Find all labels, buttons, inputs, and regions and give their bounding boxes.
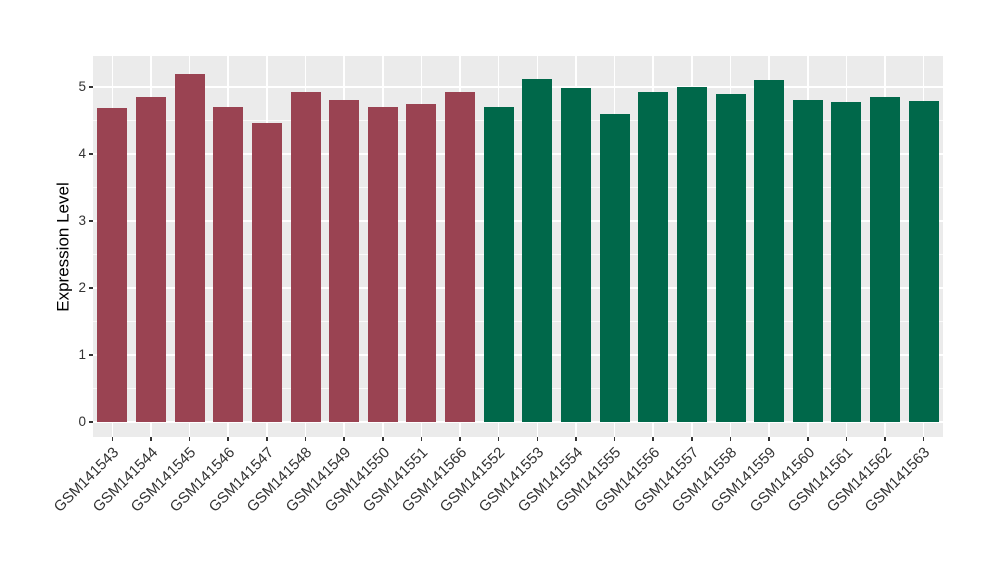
y-tick-mark — [89, 287, 93, 289]
bar-GSM141550 — [367, 107, 398, 422]
bar-GSM141559 — [754, 80, 785, 422]
bar-GSM141545 — [174, 74, 205, 422]
x-tick-mark — [884, 437, 886, 441]
x-tick-mark — [343, 437, 345, 441]
x-tick-mark — [227, 437, 230, 441]
y-tick-mark — [89, 220, 93, 222]
x-tick-mark — [845, 437, 848, 441]
x-tick-mark — [806, 437, 809, 441]
x-tick-mark — [497, 437, 500, 441]
bar-GSM141549 — [329, 100, 360, 422]
bar-GSM141547 — [251, 123, 282, 422]
bar-GSM141561 — [831, 102, 862, 422]
bar-GSM141557 — [676, 87, 707, 422]
bar-GSM141544 — [135, 97, 166, 422]
gridline-major — [93, 86, 943, 88]
bar-GSM141546 — [213, 107, 244, 422]
bar-GSM141548 — [290, 91, 321, 422]
plot-panel — [93, 56, 943, 437]
x-tick-mark — [111, 437, 114, 441]
y-axis-title: Expression Level — [48, 56, 80, 437]
bar-GSM141556 — [638, 91, 669, 422]
gridline-minor — [93, 388, 943, 389]
x-tick-mark — [459, 437, 461, 441]
gridline-major — [93, 220, 943, 222]
y-tick-mark — [89, 421, 93, 423]
y-tick-mark — [89, 354, 93, 356]
bar-GSM141563 — [908, 101, 939, 422]
bar-GSM141553 — [522, 78, 553, 422]
x-tick-mark — [922, 437, 925, 441]
y-tick-label: 5 — [78, 79, 86, 94]
y-tick-label: 4 — [78, 146, 86, 161]
x-tick-mark — [150, 437, 152, 441]
bar-GSM141560 — [792, 99, 823, 422]
gridline-major — [93, 287, 943, 289]
x-tick-mark — [188, 437, 191, 441]
bar-GSM141543 — [97, 108, 128, 422]
gridline-major — [93, 421, 943, 423]
y-tick-label: 1 — [78, 347, 86, 362]
gridline-minor — [93, 254, 943, 255]
gridline-minor — [93, 120, 943, 121]
gridline-major — [93, 354, 943, 356]
x-tick-mark — [652, 437, 655, 441]
gridline-major — [93, 153, 943, 155]
bar-GSM141552 — [483, 107, 514, 422]
bar-GSM141555 — [599, 113, 630, 422]
y-tick-label: 0 — [78, 414, 86, 429]
x-tick-mark — [420, 437, 423, 441]
y-tick-label: 2 — [78, 280, 86, 295]
x-tick-mark — [536, 437, 539, 441]
x-tick-mark — [691, 437, 693, 441]
x-tick-mark — [613, 437, 616, 441]
gridline-minor — [93, 187, 943, 188]
x-tick-mark — [575, 437, 577, 441]
y-tick-label: 3 — [78, 213, 86, 228]
x-tick-mark — [768, 437, 770, 441]
x-tick-mark — [266, 437, 268, 441]
x-tick-mark — [381, 437, 384, 441]
x-tick-mark — [304, 437, 307, 441]
bar-GSM141554 — [560, 88, 591, 422]
bar-GSM141551 — [406, 103, 437, 422]
bar-GSM141558 — [715, 94, 746, 422]
y-tick-mark — [89, 86, 93, 88]
y-tick-mark — [89, 153, 93, 155]
bar-GSM141562 — [870, 97, 901, 422]
bar-GSM141566 — [445, 92, 476, 422]
x-tick-mark — [729, 437, 732, 441]
gridline-minor — [93, 321, 943, 322]
